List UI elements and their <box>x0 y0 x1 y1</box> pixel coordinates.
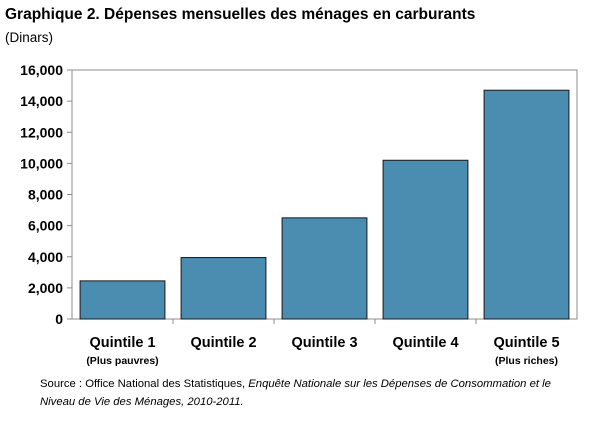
bar-5 <box>483 89 570 320</box>
bars <box>79 89 570 320</box>
y-tick-label: 12,000 <box>20 124 63 140</box>
source-note: Source : Office National des Statistique… <box>40 375 560 411</box>
x-category-label: Quintile 1 <box>89 335 155 351</box>
x-category-sublabel: (Plus riches) <box>495 355 558 367</box>
x-category-sublabel: (Plus pauvres) <box>86 355 158 367</box>
x-category-label: Quintile 4 <box>392 335 458 351</box>
chart-title: Graphique 2. Dépenses mensuelles des mén… <box>5 6 476 23</box>
y-axis-ticks: 0 2,000 4,000 6,000 8,000 10,000 12,000 14,000 1… <box>20 62 477 327</box>
y-tick-label: 6,000 <box>28 218 63 234</box>
y-tick-label: 4,000 <box>28 249 63 265</box>
y-tick-label: 14,000 <box>20 93 63 109</box>
chart-unit-label: (Dinars) <box>5 30 54 45</box>
y-tick-label: 0 <box>55 311 63 327</box>
y-tick-label: 10,000 <box>20 155 63 171</box>
x-category-label: Quintile 3 <box>291 335 357 351</box>
source-survey-title: Enquête Nationale sur les Dépenses de Co… <box>40 378 551 408</box>
source-prefix: Source : Office National des Statistique… <box>40 378 249 390</box>
x-category-label: Quintile 2 <box>190 335 256 351</box>
y-tick-label: 8,000 <box>28 187 63 203</box>
y-tick-label: 2,000 <box>28 280 63 296</box>
bar-4 <box>382 159 469 320</box>
bar-1 <box>79 280 166 320</box>
x-axis-labels: Quintile 1 (Plus pauvres) Quintile 2 Quinti… <box>86 335 559 367</box>
x-category-label: Quintile 5 <box>493 335 559 351</box>
bar-3 <box>281 217 368 320</box>
bar-2 <box>180 257 267 320</box>
y-tick-label: 16,000 <box>20 62 63 78</box>
